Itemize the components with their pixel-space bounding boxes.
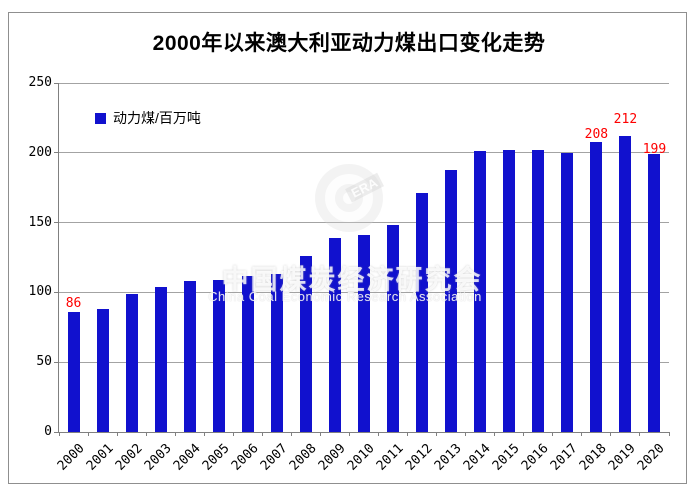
y-axis-tick	[54, 222, 59, 224]
x-axis-tick	[610, 432, 612, 436]
bar	[67, 311, 80, 432]
legend: 动力煤/百万吨	[95, 108, 201, 128]
y-axis-tick	[54, 361, 59, 363]
bar	[96, 309, 109, 432]
x-axis-label: 2020	[635, 441, 669, 474]
bar	[445, 169, 458, 432]
x-axis-tick	[319, 432, 321, 436]
x-axis-tick	[348, 432, 350, 436]
bar	[503, 150, 516, 432]
x-axis-tick	[58, 432, 60, 436]
x-axis-tick	[232, 432, 234, 436]
bar	[183, 281, 196, 432]
bar	[561, 152, 574, 432]
legend-marker-icon	[95, 112, 106, 124]
x-axis-tick	[407, 432, 409, 436]
chart-title: 2000年以来澳大利亚动力煤出口变化走势	[152, 32, 546, 55]
x-axis-tick	[174, 432, 176, 436]
y-axis-label: 200	[28, 144, 52, 160]
bar	[212, 279, 225, 432]
x-axis-tick	[261, 432, 263, 436]
gridline	[59, 152, 669, 154]
gridline	[59, 82, 669, 84]
x-axis-tick	[639, 432, 641, 436]
bar	[590, 141, 603, 432]
x-axis-line	[59, 431, 669, 433]
x-axis-tick	[552, 432, 554, 436]
x-axis-tick	[378, 432, 380, 436]
gridline	[59, 222, 669, 224]
bar	[387, 225, 400, 432]
y-axis-label: 100	[28, 284, 52, 300]
x-axis-tick	[116, 432, 118, 436]
x-axis-label: 2000	[54, 441, 88, 474]
bar	[154, 286, 167, 432]
y-axis-label: 0	[44, 424, 52, 439]
bar	[328, 237, 341, 432]
x-axis-tick	[290, 432, 292, 436]
x-axis-tick	[436, 432, 438, 436]
y-axis-line	[58, 83, 59, 432]
bar	[299, 256, 312, 432]
y-axis-tick	[54, 82, 59, 84]
legend-label: 动力煤/百万吨	[113, 110, 201, 126]
bar	[532, 150, 545, 432]
x-axis-tick	[523, 432, 525, 436]
bar	[648, 154, 661, 432]
data-label: 212	[613, 112, 638, 128]
bar	[125, 293, 138, 432]
chart-border	[8, 12, 687, 484]
y-axis-label: 250	[28, 75, 52, 90]
x-axis-tick	[465, 432, 467, 436]
x-axis-tick	[87, 432, 89, 436]
x-axis-tick	[203, 432, 205, 436]
bar	[241, 275, 254, 432]
bar	[358, 235, 370, 432]
x-axis-tick	[668, 432, 670, 436]
data-label: 208	[584, 126, 609, 142]
y-axis-label: 150	[28, 214, 52, 230]
y-axis-tick	[54, 152, 59, 154]
y-axis-tick	[54, 291, 59, 293]
bar	[474, 151, 487, 432]
y-axis-tick	[54, 431, 59, 433]
data-label: 86	[65, 295, 82, 311]
y-axis-label: 50	[36, 354, 52, 370]
data-label: 199	[642, 142, 667, 158]
bar	[416, 193, 429, 432]
bar	[270, 274, 283, 432]
x-axis-tick	[581, 432, 583, 436]
x-axis-tick	[494, 432, 496, 436]
bar	[619, 136, 632, 432]
x-axis-tick	[145, 432, 147, 436]
